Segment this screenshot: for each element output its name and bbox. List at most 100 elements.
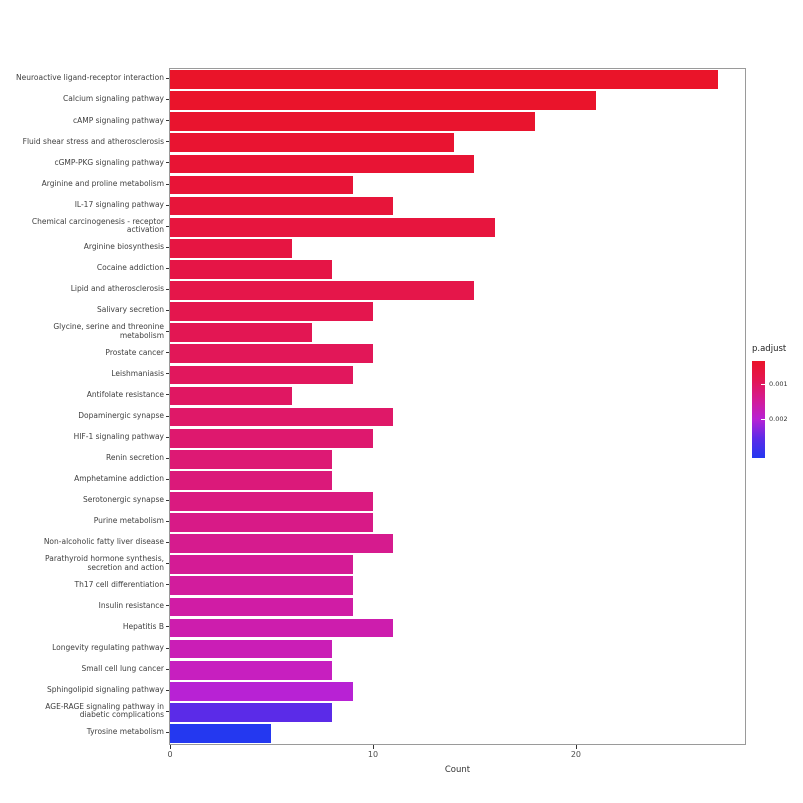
y-tick-mark bbox=[166, 225, 169, 227]
y-tick-mark bbox=[166, 394, 169, 396]
category-label-cell: Leishmaniasis bbox=[6, 363, 169, 384]
bar-row bbox=[170, 174, 745, 195]
category-label-cell: Prostate cancer bbox=[6, 342, 169, 363]
legend-gradient-bar bbox=[752, 361, 765, 458]
bar-row bbox=[170, 428, 745, 449]
category-label: Non-alcoholic fatty liver disease bbox=[43, 537, 164, 547]
y-tick-mark bbox=[166, 288, 169, 290]
bar bbox=[170, 724, 272, 743]
category-label-cell: AGE-RAGE signaling pathway in diabetic c… bbox=[6, 701, 169, 722]
bar-row bbox=[170, 385, 745, 406]
category-label-cell: Arginine biosynthesis bbox=[6, 237, 169, 258]
category-label: Arginine and proline metabolism bbox=[41, 178, 164, 188]
bar-row bbox=[170, 617, 745, 638]
bar bbox=[170, 281, 475, 300]
y-tick-mark bbox=[166, 478, 169, 480]
bar-rows bbox=[169, 68, 746, 746]
bar bbox=[170, 217, 495, 237]
category-labels: Neuroactive ligand-receptor interaction C… bbox=[6, 68, 169, 743]
bar bbox=[170, 112, 536, 132]
y-tick-mark bbox=[166, 415, 169, 417]
category-label: Lipid and atherosclerosis bbox=[70, 284, 164, 294]
y-tick-mark bbox=[166, 668, 169, 670]
legend-tick-mark bbox=[761, 419, 765, 421]
y-tick-mark bbox=[166, 647, 169, 649]
bar bbox=[170, 681, 353, 701]
bar bbox=[170, 639, 333, 659]
category-label-cell: Hepatitis B bbox=[6, 616, 169, 637]
y-tick-mark bbox=[166, 542, 169, 544]
bar-row bbox=[170, 301, 745, 322]
bar-row bbox=[170, 639, 745, 660]
y-tick-mark bbox=[166, 457, 169, 459]
category-label: cGMP-PKG signaling pathway bbox=[54, 157, 165, 167]
bar bbox=[170, 660, 333, 680]
y-tick-mark bbox=[166, 689, 169, 691]
legend-tick-label: 0.001 bbox=[769, 380, 788, 389]
category-label: Small cell lung cancer bbox=[81, 663, 164, 673]
bar-row bbox=[170, 723, 745, 744]
category-label: Prostate cancer bbox=[105, 347, 164, 357]
category-label-cell: Glycine, serine and threonine metabolism bbox=[6, 321, 169, 342]
x-tick-mark bbox=[372, 745, 374, 749]
y-tick-mark bbox=[166, 373, 169, 375]
y-tick-mark bbox=[166, 731, 169, 733]
category-label: Cocaine addiction bbox=[96, 263, 164, 273]
bar bbox=[170, 555, 353, 575]
category-label: Fluid shear stress and atherosclerosis bbox=[22, 136, 164, 146]
y-tick-mark bbox=[166, 204, 169, 206]
bar-row bbox=[170, 238, 745, 259]
bar bbox=[170, 344, 373, 364]
y-tick-mark bbox=[166, 436, 169, 438]
bar bbox=[170, 302, 373, 321]
category-label-cell: Non-alcoholic fatty liver disease bbox=[6, 532, 169, 553]
bar-row bbox=[170, 575, 745, 596]
x-axis-title: Count bbox=[444, 765, 471, 775]
category-label-cell: Parathyroid hormone synthesis, secretion… bbox=[6, 553, 169, 574]
bar bbox=[170, 449, 333, 469]
y-tick-mark bbox=[166, 584, 169, 586]
category-label-cell: Purine metabolism bbox=[6, 511, 169, 532]
x-tick-label: 10 bbox=[367, 750, 379, 759]
bar-row bbox=[170, 111, 745, 132]
bar bbox=[170, 576, 353, 596]
y-tick-mark bbox=[166, 162, 169, 164]
bar-row bbox=[170, 196, 745, 217]
bar bbox=[170, 407, 394, 427]
bar bbox=[170, 133, 455, 153]
bar-row bbox=[170, 364, 745, 385]
category-label-cell: Amphetamine addiction bbox=[6, 469, 169, 490]
bar bbox=[170, 534, 394, 553]
y-tick-mark bbox=[166, 141, 169, 143]
bar-row bbox=[170, 322, 745, 343]
category-label-cell: Tyrosine metabolism bbox=[6, 722, 169, 743]
category-label: Purine metabolism bbox=[93, 516, 164, 526]
y-tick-mark bbox=[166, 626, 169, 628]
bar bbox=[170, 323, 313, 343]
y-tick-mark bbox=[166, 331, 169, 333]
category-label: Neuroactive ligand-receptor interaction bbox=[15, 73, 164, 83]
y-tick-mark bbox=[166, 352, 169, 354]
category-label-cell: Chemical carcinogenesis - receptor activ… bbox=[6, 216, 169, 237]
bar-row bbox=[170, 512, 745, 533]
category-label: Dopaminergic synapse bbox=[78, 410, 164, 420]
category-label: Antifolate resistance bbox=[86, 389, 164, 399]
bar bbox=[170, 492, 373, 511]
bar bbox=[170, 428, 373, 448]
y-tick-mark bbox=[166, 605, 169, 607]
bar-row bbox=[170, 153, 745, 174]
category-label: Arginine biosynthesis bbox=[83, 242, 164, 252]
bar-row bbox=[170, 491, 745, 512]
category-label-cell: Neuroactive ligand-receptor interaction bbox=[6, 68, 169, 89]
category-label: Tyrosine metabolism bbox=[86, 727, 164, 737]
y-tick-mark bbox=[166, 521, 169, 523]
legend-body: 0.001 0.002 bbox=[752, 361, 798, 458]
bar-row bbox=[170, 132, 745, 153]
bar bbox=[170, 91, 597, 110]
y-tick-mark bbox=[166, 563, 169, 565]
y-tick-mark bbox=[166, 183, 169, 185]
category-label-cell: cGMP-PKG signaling pathway bbox=[6, 152, 169, 173]
y-tick-mark bbox=[166, 310, 169, 312]
category-label: Longevity regulating pathway bbox=[52, 642, 164, 652]
